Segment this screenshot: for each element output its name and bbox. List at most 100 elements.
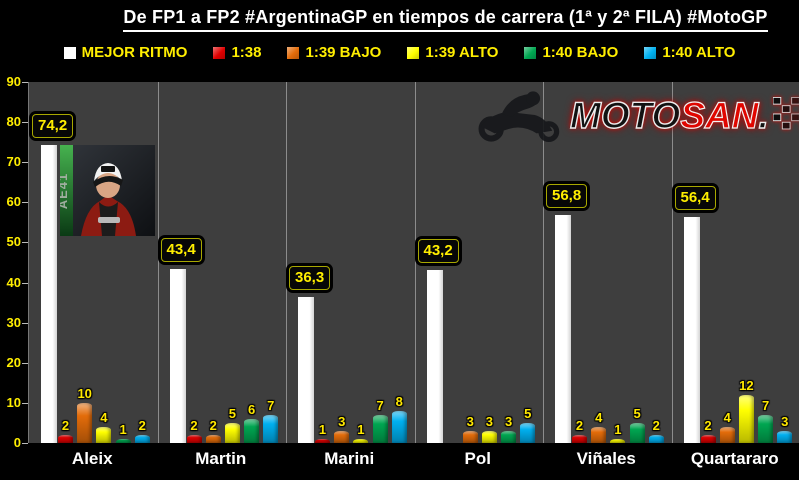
y-tick-label-70: 70: [6, 154, 21, 170]
legend-label: 1:40 BAJO: [542, 44, 619, 61]
1-40-alto-bar-pol: [520, 422, 536, 443]
best-pace-bar-pol: [426, 269, 443, 443]
1-39-alto-value-quartararo: 12: [739, 377, 754, 393]
x-label-marini: Marini: [324, 449, 375, 468]
checkered-flag-icon: [772, 97, 799, 130]
1-38-value-martin: 2: [190, 417, 198, 433]
legend-item-1-40-bajo: 1:40 BAJO: [524, 44, 618, 61]
motorcycle-rider-icon: [478, 91, 560, 143]
rider-photo: AE41: [60, 145, 155, 236]
best-pace-value-aleix: 74,2: [32, 114, 74, 139]
y-tick-label-80: 80: [6, 114, 21, 130]
1-38-bar-aleix: [58, 434, 73, 443]
y-tick-label-0: 0: [13, 435, 21, 450]
1-39-bajo-value-quartararo: 4: [723, 409, 731, 425]
y-tick-label-30: 30: [6, 314, 21, 330]
1-39-alto-bar-aleix: [96, 426, 112, 443]
1-38-value-aleix: 2: [61, 417, 70, 433]
logo-dot: .: [758, 94, 770, 136]
x-label-quartararo: Quartararo: [690, 449, 779, 468]
1-39-alto-bar-quartararo: [738, 394, 754, 443]
legend-label: 1:38: [231, 44, 262, 61]
y-tick-label-50: 50: [6, 234, 21, 250]
legend-item-1-39-bajo: 1:39 BAJO: [287, 44, 381, 61]
1-40-alto-value-vi-ales: 2: [652, 417, 660, 433]
x-label-pol: Pol: [464, 449, 491, 468]
best-pace-value-quartararo: 56,4: [674, 185, 716, 210]
best-pace-value-martin: 43,4: [160, 237, 202, 262]
x-label-aleix: Aleix: [71, 449, 113, 468]
category-separator: [157, 82, 159, 443]
1-40-alto-value-marini: 8: [395, 393, 403, 409]
y-tick-mark-50: [22, 242, 28, 244]
y-tick-label-90: 90: [6, 74, 21, 89]
1-38-bar-marini: [315, 439, 330, 443]
category-separator: [543, 82, 544, 443]
1-39-bajo-value-aleix: 10: [77, 385, 92, 401]
1-40-alto-bar-marini: [391, 410, 407, 443]
1-40-alto-bar-martin: [263, 414, 279, 443]
photo-left-stripe: [60, 145, 73, 236]
1-38-value-quartararo: 2: [704, 417, 712, 433]
legend-swatch-1-40-alto: [644, 46, 657, 59]
1-40-alto-value-quartararo: 3: [781, 413, 789, 429]
1-40-bajo-value-vi-ales: 5: [633, 405, 641, 421]
y-tick-mark-80: [22, 122, 28, 124]
legend-swatch-1-39-bajo: [287, 46, 300, 59]
1-40-bajo-bar-vi-ales: [629, 422, 645, 443]
y-tick-label-10: 10: [6, 394, 21, 410]
chart-plot-area: 74,2 2 10 4 1 2 43,4 2 2 5 6 7 36,3 1 3 1 7 8 43,2 3 3 3 5 56,8…: [28, 82, 799, 443]
1-39-alto-value-aleix: 4: [100, 409, 108, 425]
best-pace-bar-martin: [169, 268, 186, 443]
y-tick-label-40: 40: [6, 274, 21, 290]
1-39-bajo-value-marini: 3: [338, 413, 346, 429]
rider-figure: [81, 163, 136, 236]
legend-swatch-1-38: [213, 46, 226, 59]
legend-item-mejor-ritmo: MEJOR RITMO: [63, 44, 188, 61]
1-40-bajo-value-quartararo: 7: [761, 397, 770, 413]
y-tick-label-20: 20: [6, 354, 21, 370]
y-tick-mark-40: [22, 282, 28, 284]
1-40-alto-bar-vi-ales: [648, 434, 664, 443]
1-40-bajo-bar-marini: [372, 414, 388, 443]
logo-text: MOTOSAN.: [569, 94, 770, 136]
1-39-bajo-bar-quartararo: [719, 426, 735, 443]
1-39-bajo-bar-pol: [462, 430, 478, 443]
1-39-bajo-value-martin: 2: [209, 417, 217, 433]
1-38-bar-vi-ales: [572, 434, 587, 443]
1-40-bajo-value-marini: 7: [376, 397, 384, 413]
1-39-bajo-bar-aleix: [77, 402, 93, 443]
best-pace-value-vi-ales: 56,8: [546, 184, 588, 209]
1-39-alto-value-vi-ales: 1: [614, 422, 622, 437]
y-tick-mark-60: [22, 202, 28, 204]
rider-code-label: AE41: [60, 173, 70, 210]
category-separator: [671, 82, 673, 443]
1-38-bar-quartararo: [700, 434, 716, 443]
1-39-alto-bar-martin: [224, 422, 240, 443]
1-40-alto-value-aleix: 2: [138, 417, 146, 433]
legend-label: MEJOR RITMO: [81, 44, 188, 61]
y-tick-label-60: 60: [6, 194, 21, 210]
x-label-martin: Martin: [195, 449, 247, 468]
1-38-bar-martin: [186, 434, 202, 443]
y-tick-mark-10: [22, 402, 28, 404]
y-tick-mark-90: [22, 82, 28, 83]
best-pace-value-marini: 36,3: [289, 266, 331, 291]
1-38-value-marini: 1: [318, 422, 327, 437]
1-39-alto-bar-marini: [353, 439, 369, 443]
legend-swatch-1-39-alto: [407, 46, 420, 59]
1-39-alto-bar-pol: [481, 430, 497, 443]
y-tick-mark-20: [22, 362, 28, 364]
1-40-bajo-value-martin: 6: [247, 401, 256, 417]
best-pace-bar-marini: [298, 297, 314, 443]
y-tick-mark-70: [22, 162, 28, 164]
1-40-bajo-value-aleix: 1: [119, 422, 127, 437]
category-separator: [286, 82, 287, 443]
y-tick-mark-0: [22, 443, 28, 444]
category-separator: [414, 82, 416, 443]
1-40-bajo-bar-quartararo: [758, 414, 774, 443]
legend-swatch-mejor-ritmo: [63, 46, 76, 59]
1-39-alto-value-pol: 3: [485, 413, 493, 429]
1-40-bajo-bar-pol: [501, 430, 517, 443]
